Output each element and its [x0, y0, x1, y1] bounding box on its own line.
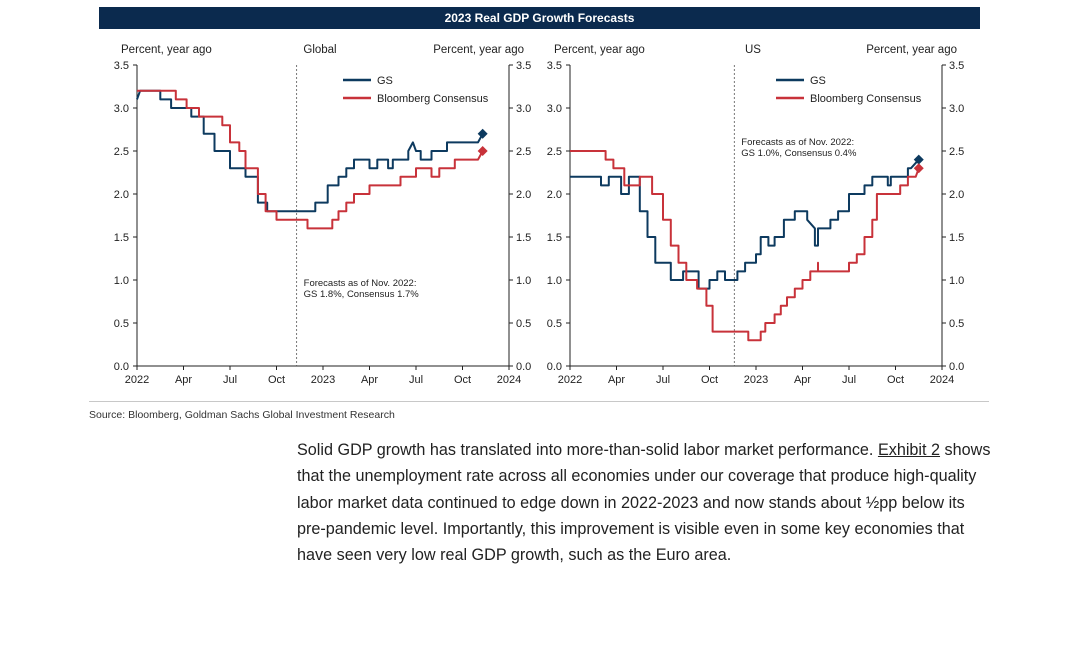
panel-us-annotation-line: Forecasts as of Nov. 2022:	[741, 137, 854, 148]
panel-global-xtick-label: Apr	[361, 374, 378, 386]
panel-global-ytick-label-left: 0.0	[114, 361, 129, 373]
panel-global-ytick-label-right: 0.5	[516, 318, 531, 330]
panel-global-xtick-label: Oct	[454, 374, 471, 386]
gdp-forecast-figure: 0.0 0.0 0.5 0.5 1.0 1.0 1.5 1.5 2.0 2.0 2.5 2.5 3.0 3…	[114, 44, 965, 386]
panel-us-ytick-label-right: 1.0	[949, 275, 964, 287]
panel-us-left-axis-label: Percent, year ago	[554, 44, 645, 56]
panel-global-ytick-label-left: 1.5	[114, 232, 129, 244]
panel-global-series-bloomberg-consensus-end-marker	[477, 146, 488, 156]
panel-us-ytick-label-left: 2.0	[547, 189, 562, 201]
panel-us-panel-title: US	[745, 44, 761, 56]
panel-global-series-bloomberg-consensus-line	[137, 89, 484, 230]
panel-us-ytick-label-left: 3.5	[547, 60, 562, 72]
panel-global-ytick-label-right: 2.0	[516, 189, 531, 201]
panel-global-ytick-label-left: 3.0	[114, 103, 129, 115]
panel-global-series-gs-line	[136, 89, 484, 213]
panel-global-xtick-label: Jul	[409, 374, 423, 386]
panel-us-ytick-label-left: 3.0	[547, 103, 562, 115]
panel-global-series-gs-end-marker	[477, 128, 488, 139]
panel-global-ytick-label-right: 1.0	[516, 275, 531, 287]
panel-us-xtick-label: Jul	[842, 374, 856, 386]
paragraph-text-end: shows that the unemployment rate across …	[297, 441, 991, 565]
panel-global-xtick-label: 2023	[311, 374, 335, 386]
panel-us-ytick-label-left: 1.5	[547, 232, 562, 244]
panel-global-ytick-label-left: 3.5	[114, 60, 129, 72]
panel-global-ytick-label-right: 2.5	[516, 146, 531, 158]
panel-us-legend-label-gs: GS	[810, 75, 826, 87]
panel-us-ytick-label-left: 1.0	[547, 275, 562, 287]
panel-us-right-axis-label: Percent, year ago	[866, 44, 957, 56]
panel-global-panel-title: Global	[303, 44, 336, 56]
panel-global-left-axis-label: Percent, year ago	[121, 44, 212, 56]
panel-global-xtick-label: Jul	[223, 374, 237, 386]
source-divider	[89, 401, 989, 402]
panel-us-ytick-label-left: 0.5	[547, 318, 562, 330]
panel-us-xtick-label: 2023	[744, 374, 768, 386]
panel-us-xtick-label: Jul	[656, 374, 670, 386]
source-note: Source: Bloomberg, Goldman Sachs Global …	[89, 409, 395, 421]
panel-us-series-gs-end-marker	[913, 154, 924, 165]
panel-us-ytick-label-left: 0.0	[547, 361, 562, 373]
panel-global-ytick-label-right: 3.5	[516, 60, 531, 72]
panel-global-ytick-label-left: 2.5	[114, 146, 129, 158]
panel-us-ytick-label-right: 2.5	[949, 146, 964, 158]
panel-global-ytick-label-left: 0.5	[114, 318, 129, 330]
chart-banner-title: 2023 Real GDP Growth Forecasts	[99, 7, 980, 29]
panel-us-ytick-label-right: 0.0	[949, 361, 964, 373]
panel-us-xtick-label: 2022	[558, 374, 582, 386]
panel-global-xtick-label: 2022	[125, 374, 149, 386]
exhibit-2-link[interactable]: Exhibit 2	[877, 441, 941, 459]
panel-global-xtick-label: Oct	[268, 374, 285, 386]
panel-global-ytick-label-left: 1.0	[114, 275, 129, 287]
panel-us-series-gs-line	[570, 158, 920, 290]
panel-us-xtick-label: Apr	[794, 374, 811, 386]
panel-global-ytick-label-right: 0.0	[516, 361, 531, 373]
panel-us-ytick-label-left: 2.5	[547, 146, 562, 158]
panel-global-ytick-label-right: 3.0	[516, 103, 531, 115]
panel-us-legend-label-bloomberg-consensus: Bloomberg Consensus	[810, 93, 922, 105]
panel-global-annotation-line: Forecasts as of Nov. 2022:	[304, 278, 417, 289]
panel-global-ytick-label-left: 2.0	[114, 189, 129, 201]
panel-global-annotation-line: GS 1.8%, Consensus 1.7%	[304, 289, 420, 300]
panel-us-xtick-label: Apr	[608, 374, 625, 386]
panel-us-xtick-label: Oct	[887, 374, 904, 386]
panel-us-ytick-label-right: 2.0	[949, 189, 964, 201]
panel-us-annotation-line: GS 1.0%, Consensus 0.4%	[741, 148, 857, 159]
panel-global-xtick-label: 2024	[497, 374, 521, 386]
body-paragraph: Solid GDP growth has translated into mor…	[297, 437, 997, 568]
panel-us-ytick-label-right: 3.5	[949, 60, 964, 72]
paragraph-text-start: Solid GDP growth has translated into mor…	[297, 441, 878, 459]
panel-us-series-bloomberg-consensus-end-marker	[913, 163, 924, 174]
panel-global-legend-label-gs: GS	[377, 75, 393, 87]
panel-us-series-bloomberg-consensus-line	[570, 150, 920, 342]
panel-us-xtick-label: Oct	[701, 374, 718, 386]
panel-global-right-axis-label: Percent, year ago	[433, 44, 524, 56]
panel-global-ytick-label-right: 1.5	[516, 232, 531, 244]
panel-global-xtick-label: Apr	[175, 374, 192, 386]
panel-us-ytick-label-right: 1.5	[949, 232, 964, 244]
panel-us-ytick-label-right: 0.5	[949, 318, 964, 330]
panel-us-xtick-label: 2024	[930, 374, 954, 386]
panel-global-legend-label-bloomberg-consensus: Bloomberg Consensus	[377, 93, 489, 105]
panel-us-ytick-label-right: 3.0	[949, 103, 964, 115]
